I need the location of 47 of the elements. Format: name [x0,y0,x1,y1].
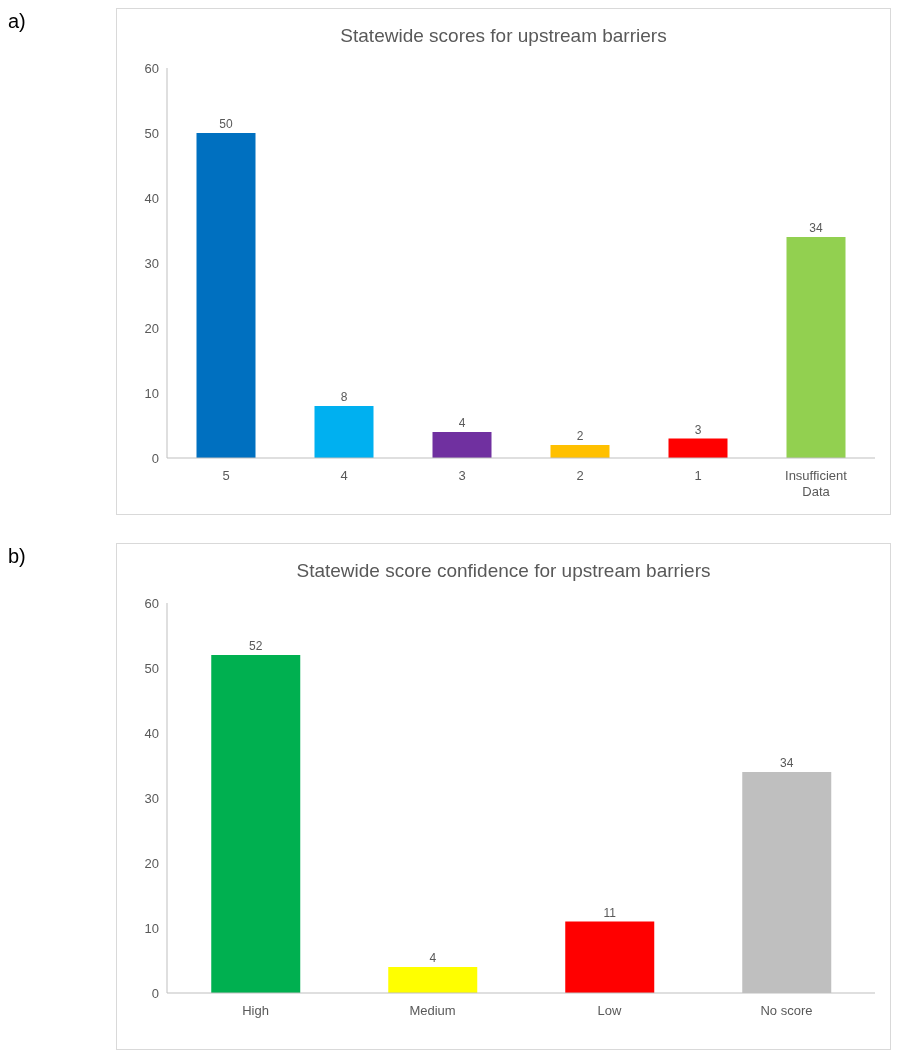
y-tick-label: 50 [144,660,159,676]
data-label: 4 [429,951,437,965]
chart-title: Statewide score confidence for upstream barriers [295,560,712,583]
x-tick-label: Insufficient Data [785,468,848,499]
x-tick-label: No score [760,1003,813,1018]
chart-title: Statewide scores for upstream barriers [339,25,668,48]
y-tick-label: 30 [144,790,159,806]
bar [196,133,256,458]
x-tick-label: Low [597,1003,623,1018]
y-tick-label: 0 [151,450,159,466]
x-tick-label: High [242,1003,269,1018]
bar [432,432,492,458]
x-tick-label: 2 [576,468,584,483]
data-label: 8 [340,390,348,404]
data-label: 34 [809,221,823,235]
bar [668,438,728,458]
data-label: 11 [603,905,617,920]
bar [550,445,610,458]
x-tick-label: 4 [340,468,348,483]
bar [314,406,374,458]
y-tick-label: 20 [144,855,159,871]
y-tick-label: 20 [144,320,159,336]
y-tick-label: 30 [144,255,159,271]
data-label: 52 [249,639,263,653]
bar [388,967,478,993]
y-tick-label: 40 [144,725,159,741]
x-tick-label: Medium [409,1003,456,1018]
y-tick-label: 10 [144,920,159,936]
data-label: 34 [780,756,794,770]
bar [211,655,301,993]
data-label: 2 [576,429,584,443]
x-tick-label: 5 [222,468,230,483]
bar [565,921,655,993]
text: a) [8,10,27,33]
data-label: 3 [694,422,702,437]
text: b) [8,545,27,568]
data-label: 4 [458,416,466,430]
y-tick-label: 60 [144,60,159,76]
x-tick-label: 3 [458,468,466,483]
y-tick-label: 40 [144,190,159,206]
bar [786,237,846,458]
x-tick-label: 1 [694,468,702,483]
data-label: 50 [219,117,233,131]
y-tick-label: 50 [144,125,159,141]
y-tick-label: 60 [144,595,159,611]
y-tick-label: 0 [151,985,159,1001]
y-tick-label: 10 [144,385,159,401]
